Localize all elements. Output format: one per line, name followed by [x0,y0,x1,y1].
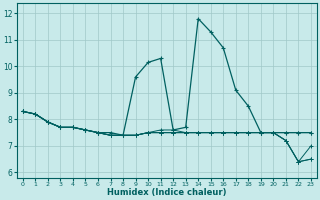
X-axis label: Humidex (Indice chaleur): Humidex (Indice chaleur) [107,188,227,197]
